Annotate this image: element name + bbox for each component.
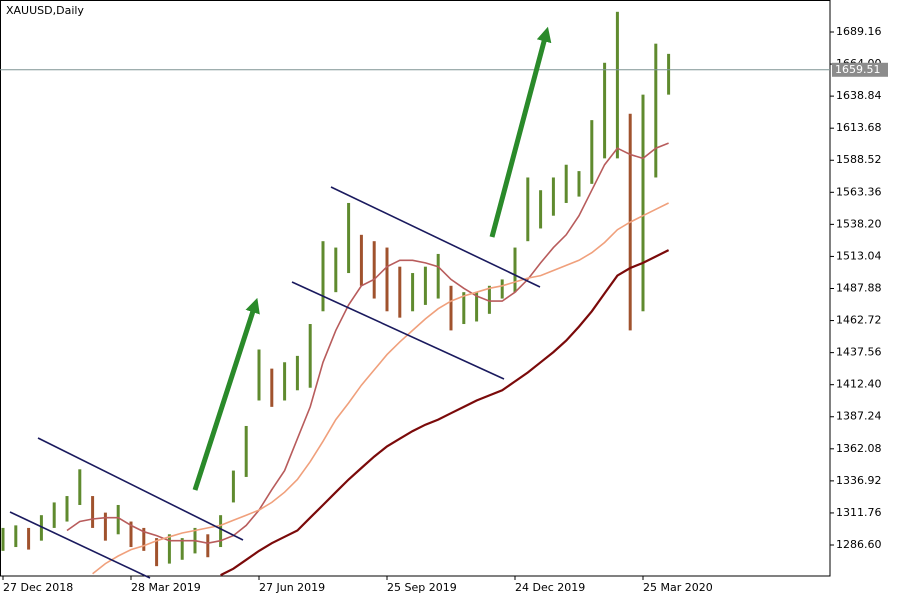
price-bar	[244, 425, 248, 477]
y-tick-label: 1513.04	[836, 249, 882, 262]
price-bar	[359, 234, 363, 286]
price-bar	[500, 279, 504, 299]
price-bar	[372, 241, 376, 299]
y-tick-label: 1538.20	[836, 217, 882, 230]
y-tick-label: 1487.88	[836, 281, 882, 294]
price-bar	[270, 368, 274, 407]
price-bar	[436, 253, 440, 299]
price-bar	[385, 247, 389, 312]
channel-line	[37, 437, 244, 541]
price-bar	[487, 285, 491, 314]
price-bar	[321, 241, 325, 312]
x-tick-label: 27 Dec 2018	[3, 581, 73, 594]
up-arrow	[192, 297, 260, 491]
channel-line	[291, 281, 505, 380]
price-bar	[1, 527, 5, 551]
price-bar	[564, 164, 568, 203]
y-tick-label: 1412.40	[836, 378, 882, 391]
x-tick-label: 25 Mar 2020	[643, 581, 713, 594]
x-tick-label: 28 Mar 2019	[131, 581, 201, 594]
price-bar	[308, 324, 312, 388]
price-bar	[52, 502, 56, 528]
chart-title: XAUUSD,Daily	[6, 4, 84, 17]
y-tick-label: 1638.84	[836, 89, 882, 102]
plot-area	[0, 11, 830, 577]
trend-lines	[9, 26, 552, 579]
y-tick-label: 1689.16	[836, 25, 882, 38]
price-bar	[615, 11, 619, 159]
price-bar	[65, 496, 69, 522]
price-bar	[462, 292, 466, 325]
price-bar	[526, 177, 530, 242]
price-bar	[641, 94, 645, 312]
price-bar	[449, 285, 453, 331]
price-bar	[539, 190, 543, 229]
moving-average	[66, 142, 669, 545]
price-bar	[283, 362, 287, 401]
price-bar	[295, 355, 299, 391]
price-bar	[398, 266, 402, 318]
y-tick-label: 1462.72	[836, 314, 882, 327]
x-tick-label: 25 Sep 2019	[387, 581, 457, 594]
price-bar	[257, 349, 261, 401]
price-bar	[180, 538, 184, 560]
price-bar	[91, 496, 95, 528]
y-tick-label: 1336.92	[836, 474, 882, 487]
up-arrow	[489, 26, 552, 238]
channel-line	[9, 511, 151, 579]
price-bar	[551, 177, 555, 216]
price-bar	[654, 43, 658, 178]
moving-average	[220, 249, 670, 577]
price-bar	[513, 247, 517, 293]
price-bar	[475, 292, 479, 322]
price-bar	[590, 120, 594, 184]
price-bar	[577, 171, 581, 197]
channel-line	[330, 186, 541, 288]
moving-average	[92, 202, 669, 575]
price-bar	[423, 266, 427, 305]
y-tick-label: 1563.36	[836, 185, 882, 198]
last-price-label: 1659.51	[835, 63, 881, 76]
price-bar	[231, 470, 235, 503]
y-tick-label: 1588.52	[836, 153, 882, 166]
y-tick-label: 1613.68	[836, 121, 882, 134]
price-bar	[667, 53, 671, 95]
x-tick-label: 24 Dec 2019	[515, 581, 585, 594]
price-bar	[219, 515, 223, 548]
y-tick-label: 1286.60	[836, 538, 882, 551]
price-bar	[27, 527, 31, 550]
price-bar	[603, 62, 607, 159]
price-bar	[347, 202, 351, 274]
price-bar	[39, 515, 43, 541]
y-tick-label: 1437.56	[836, 346, 882, 359]
price-bar	[155, 538, 159, 567]
y-tick-label: 1362.08	[836, 442, 882, 455]
y-tick-label: 1387.24	[836, 410, 882, 423]
price-bar	[167, 534, 171, 564]
last-price-box	[832, 62, 888, 77]
x-tick-label: 27 Jun 2019	[259, 581, 325, 594]
price-bar	[411, 273, 415, 312]
price-bar	[14, 525, 18, 548]
price-bar	[334, 247, 338, 293]
y-tick-label: 1311.76	[836, 506, 882, 519]
price-bar	[103, 512, 107, 541]
price-bar	[78, 469, 82, 505]
price-bar	[129, 521, 133, 548]
price-bar	[142, 527, 146, 551]
price-bar	[206, 534, 210, 558]
price-bar	[116, 504, 120, 535]
